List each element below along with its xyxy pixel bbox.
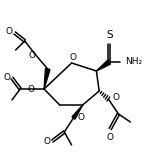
Text: O: O	[28, 85, 35, 93]
Text: O: O	[6, 28, 13, 36]
Text: NH₂: NH₂	[125, 57, 142, 67]
Text: S: S	[106, 30, 113, 40]
Text: O: O	[77, 112, 84, 121]
Text: O: O	[29, 50, 36, 59]
Polygon shape	[96, 60, 111, 71]
Polygon shape	[72, 105, 83, 119]
Text: O: O	[107, 133, 114, 142]
Polygon shape	[44, 69, 50, 89]
Text: O: O	[69, 54, 76, 62]
Text: O: O	[43, 138, 50, 147]
Text: O: O	[112, 93, 119, 102]
Text: O: O	[3, 74, 10, 83]
